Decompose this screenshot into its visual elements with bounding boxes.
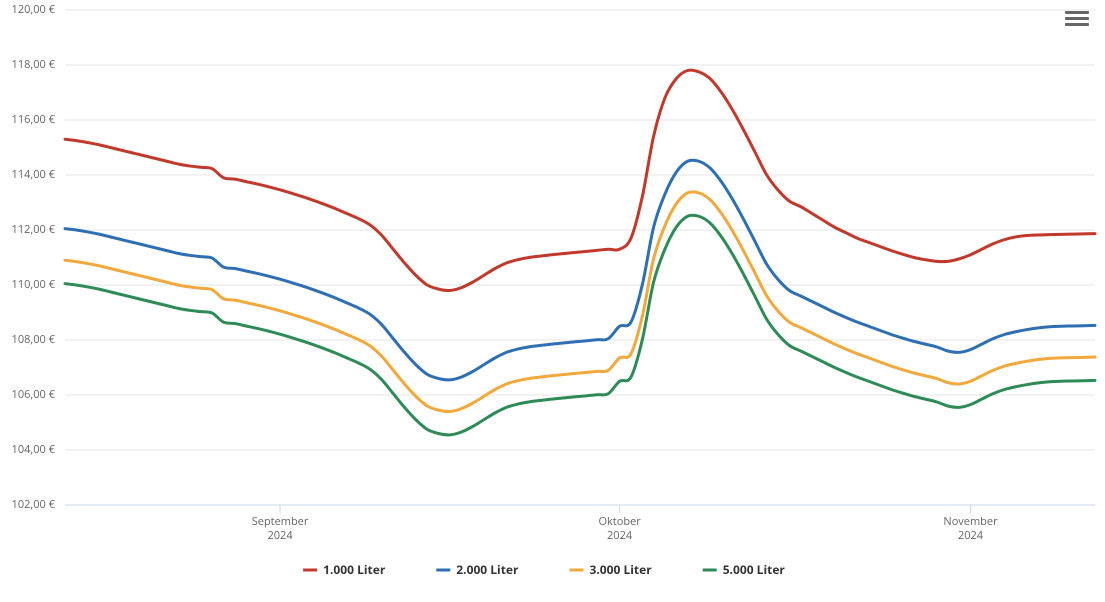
legend-label[interactable]: 3.000 Liter — [590, 561, 653, 578]
y-tick-label: 102,00 € — [12, 497, 56, 512]
legend-label[interactable]: 2.000 Liter — [456, 561, 519, 578]
series-line-0[interactable] — [65, 70, 1095, 291]
legend-label[interactable]: 5.000 Liter — [723, 561, 786, 578]
y-tick-label: 106,00 € — [12, 387, 56, 402]
series-line-1[interactable] — [65, 160, 1095, 380]
y-tick-label: 112,00 € — [12, 222, 56, 237]
price-chart: 102,00 € 104,00 € 106,00 € 108,00 € 110,00 €… — [0, 0, 1105, 602]
x-tick-label: November — [943, 514, 998, 529]
legend-label[interactable]: 1.000 Liter — [323, 561, 386, 578]
y-tick-label: 116,00 € — [12, 112, 56, 127]
x-tick-label: September — [252, 514, 309, 529]
chart-svg: 102,00 € 104,00 € 106,00 € 108,00 € 110,00 €… — [0, 0, 1105, 602]
y-tick-label: 120,00 € — [12, 2, 56, 17]
x-tick-label: Oktober — [598, 514, 641, 529]
y-tick-label: 104,00 € — [12, 442, 56, 457]
y-tick-label: 118,00 € — [12, 57, 56, 72]
y-tick-label: 110,00 € — [12, 277, 56, 292]
chart-menu-button[interactable] — [1063, 6, 1091, 32]
x-tick-sublabel: 2024 — [607, 528, 633, 543]
series-line-2[interactable] — [65, 192, 1095, 412]
x-tick-sublabel: 2024 — [267, 528, 293, 543]
y-tick-label: 108,00 € — [12, 332, 56, 347]
series-line-3[interactable] — [65, 215, 1095, 435]
y-tick-label: 114,00 € — [12, 167, 56, 182]
x-tick-sublabel: 2024 — [958, 528, 984, 543]
